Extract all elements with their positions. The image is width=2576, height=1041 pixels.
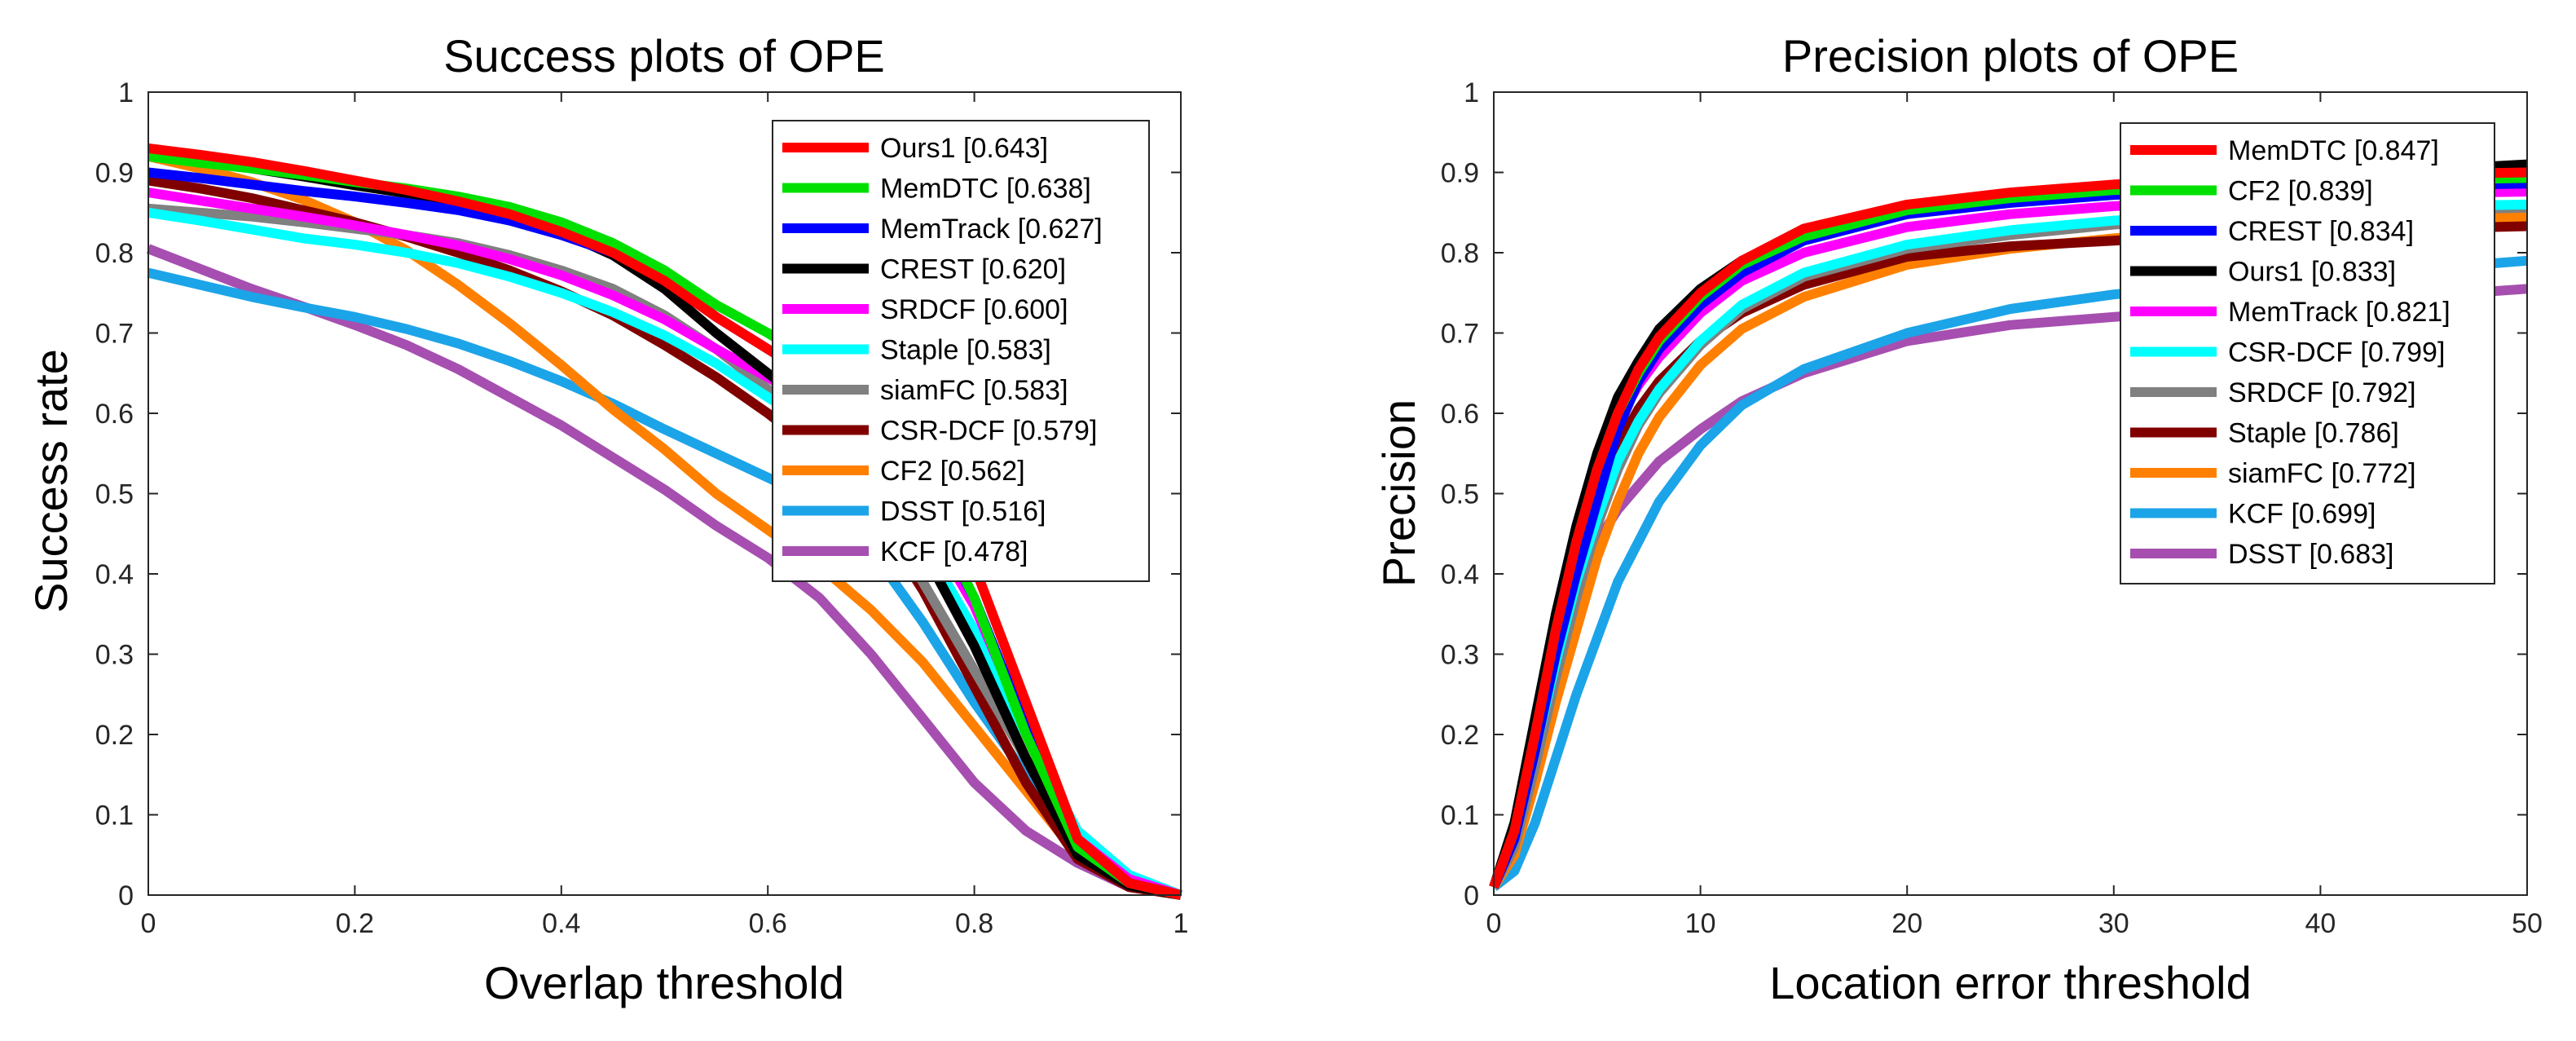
precision-legend: MemDTC [0.847] CF2 [0.839] CREST [0.834] Ou… (2120, 122, 2495, 584)
precision-chart-title: Precision plots of OPE (1782, 30, 2239, 82)
precision-legend-label: DSST [0.683] (2228, 539, 2394, 570)
precision-chart-xlabel: Location error threshold (1769, 957, 2251, 1008)
success-plot-frame (148, 91, 1182, 896)
precision-y-tick-label: 0.2 (1441, 720, 1479, 751)
success-y-tick-label: 1 (118, 77, 134, 108)
precision-y-tick-label: 0.4 (1441, 559, 1479, 590)
precision-y-tick-label: 0.8 (1441, 238, 1479, 269)
success-y-tick-label: 0.8 (95, 238, 134, 269)
success-legend-label: Staple [0.583] (880, 335, 1051, 366)
success-chart-ylabel: Success rate (25, 349, 77, 613)
success-legend-label: MemTrack [0.627] (880, 214, 1103, 245)
success-legend-label: SRDCF [0.600] (880, 294, 1068, 325)
success-y-tick-label: 0.2 (95, 720, 134, 751)
success-legend-label: CSR-DCF [0.579] (880, 416, 1097, 447)
success-series-line-cf2 (147, 151, 1182, 900)
success-legend-label: siamFC [0.583] (880, 375, 1068, 406)
precision-legend-label: CREST [0.834] (2228, 216, 2414, 247)
precision-legend-label: KCF [0.699] (2228, 499, 2376, 530)
success-chart-title: Success plots of OPE (443, 30, 885, 82)
success-series-line-csr-dcf (148, 175, 1182, 900)
precision-y-tick-label: 0 (1464, 880, 1479, 911)
precision-legend-label: siamFC [0.772] (2228, 458, 2416, 489)
precision-y-tick-label: 0.7 (1441, 319, 1479, 350)
precision-legend-label: MemDTC [0.847] (2228, 135, 2439, 166)
success-legend-label: CF2 [0.562] (880, 456, 1025, 487)
precision-y-tick-label: 0.9 (1441, 158, 1479, 189)
success-series-lines (146, 143, 1183, 900)
precision-legend-label: SRDCF [0.792] (2228, 377, 2416, 408)
precision-y-tick-label: 0.6 (1441, 399, 1479, 430)
success-x-tick-label: 0.4 (542, 908, 580, 939)
success-y-tick-label: 0.5 (95, 479, 134, 510)
precision-x-tick-label: 50 (2512, 908, 2543, 939)
success-x-ticks: 0 0.2 0.4 0.6 0.8 1 (141, 92, 1189, 939)
success-x-tick-label: 0 (141, 908, 156, 939)
success-y-tick-label: 0 (118, 880, 134, 911)
precision-legend-label: Ours1 [0.833] (2228, 257, 2396, 288)
precision-y-tick-label: 0.3 (1441, 640, 1479, 671)
success-legend-label: KCF [0.478] (880, 536, 1028, 567)
precision-x-tick-label: 10 (1685, 908, 1716, 939)
precision-x-tick-label: 40 (2305, 908, 2336, 939)
precision-x-ticks: 0 10 20 30 40 50 (1486, 92, 2543, 939)
precision-legend-label: MemTrack [0.821] (2228, 297, 2451, 328)
success-y-tick-label: 0.4 (95, 559, 134, 590)
precision-x-tick-label: 30 (2098, 908, 2129, 939)
precision-chart-ylabel: Precision (1373, 399, 1425, 587)
success-x-tick-label: 0.6 (749, 908, 787, 939)
success-y-tick-label: 0.6 (95, 399, 134, 430)
precision-chart: Precision plots of OPE Precision Locatio… (1373, 30, 2543, 1008)
success-x-tick-label: 1 (1174, 908, 1189, 939)
precision-plot-frame (1493, 91, 2528, 896)
success-x-tick-label: 0.8 (955, 908, 993, 939)
success-y-tick-label: 0.1 (95, 801, 134, 831)
success-legend-label: MemDTC [0.638] (880, 174, 1091, 205)
success-legend-label: CREST [0.620] (880, 254, 1066, 285)
precision-y-tick-label: 0.1 (1441, 801, 1479, 831)
precision-y-tick-label: 1 (1464, 77, 1479, 108)
success-y-tick-label: 0.7 (95, 319, 134, 350)
success-y-ticks: 0 0.1 0.2 0.3 0.4 0.5 0.6 0.7 0.8 0.9 1 (95, 77, 1181, 911)
precision-y-tick-label: 0.5 (1441, 479, 1479, 510)
success-y-tick-label: 0.3 (95, 640, 134, 671)
success-chart-xlabel: Overlap threshold (484, 957, 844, 1008)
success-legend-label: DSST [0.516] (880, 496, 1046, 527)
success-legend-label: Ours1 [0.643] (880, 133, 1048, 164)
precision-x-tick-label: 0 (1486, 908, 1502, 939)
precision-legend-label: CF2 [0.839] (2228, 176, 2373, 207)
success-legend: Ours1 [0.643] MemDTC [0.638] MemTrack [0.6… (772, 120, 1150, 582)
success-chart: Success plots of OPE Success rate Overla… (25, 30, 1188, 1008)
success-x-tick-label: 0.2 (336, 908, 374, 939)
success-series-line-ours1 (148, 143, 1182, 900)
success-y-tick-label: 0.9 (95, 158, 134, 189)
precision-legend-label: CSR-DCF [0.799] (2228, 337, 2445, 368)
precision-x-tick-label: 20 (1891, 908, 1922, 939)
precision-legend-label: Staple [0.786] (2228, 418, 2399, 449)
